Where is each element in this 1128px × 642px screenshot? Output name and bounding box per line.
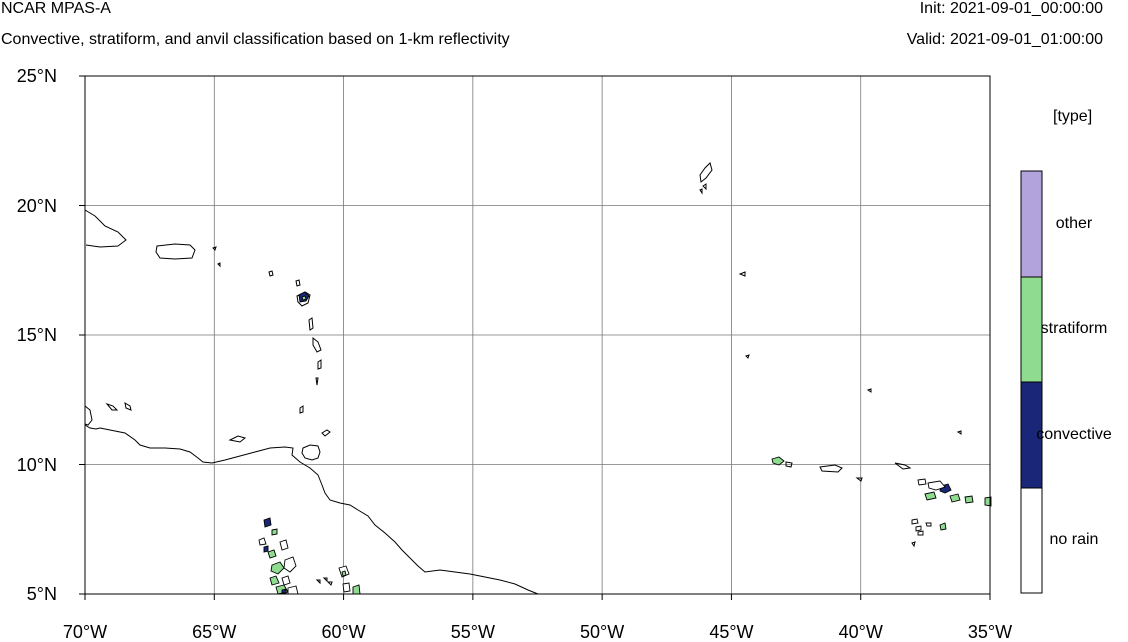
map-gridlines [85, 76, 990, 594]
map-ticks [79, 75, 991, 600]
coastline-hispaniola [84, 209, 127, 248]
precip-cell-other [258, 537, 267, 546]
precip-cell-convective [263, 517, 272, 528]
lat-tick-label: 15°N [16, 325, 57, 345]
legend-label-convective: convective [1036, 426, 1112, 443]
legend-title: [type] [1053, 108, 1093, 125]
precip-cell-stratiform [267, 549, 277, 559]
precip-cell-other [287, 585, 299, 595]
precip-cell-other [917, 478, 927, 486]
lat-tick-label: 10°N [16, 454, 57, 475]
precip-cell-stratiform [341, 570, 347, 577]
lon-tick-label: 50°W [580, 622, 625, 642]
precip-cell-stratiform [964, 495, 974, 504]
precip-cell-other [917, 530, 924, 536]
precip-cell-stratiform [924, 491, 937, 501]
lon-tick-label: 60°W [321, 622, 366, 642]
legend-colorbar [1020, 170, 1043, 594]
precip-cell-other [925, 522, 932, 527]
coastline-south-america [84, 424, 539, 595]
chart-title: NCAR MPAS-A [1, 0, 111, 17]
precip-cell-stratiform [301, 295, 307, 301]
precip-cell-other [927, 480, 946, 491]
precip-cell-stratiform [270, 561, 285, 575]
lon-tick-label: 55°W [450, 622, 495, 642]
legend-label-stratiform: stratiform [1040, 320, 1108, 337]
precip-cell-other [283, 556, 297, 573]
lon-tick-label: 45°W [709, 622, 754, 642]
lat-tick-label: 20°N [16, 195, 57, 216]
precip-cell-convective [281, 588, 287, 594]
lon-tick-label: 35°W [967, 622, 1013, 642]
precip-cell-other [281, 575, 291, 586]
island-puerto-rico [155, 243, 196, 260]
precip-cell-stratiform [352, 584, 361, 595]
precip-cell-other [915, 525, 922, 532]
precip-cell-stratiform [949, 493, 961, 503]
init-time: Init: 2021-09-01_00:00:00 [919, 0, 1103, 17]
precip-cells [258, 291, 992, 595]
precip-cell-stratiform [771, 456, 785, 466]
precip-cell-convective [263, 545, 269, 553]
lon-tick-label: 65°W [192, 622, 237, 642]
legend-swatch-no-rain [1020, 487, 1043, 594]
precip-cell-stratiform [269, 575, 280, 586]
coastlines [84, 162, 962, 595]
island-trinidad [301, 444, 321, 461]
lon-tick-label: 70°W [62, 622, 108, 642]
lat-tick-label: 5°N [26, 584, 57, 604]
precip-cell-other [911, 518, 919, 525]
precip-cell-other [342, 582, 351, 593]
legend-label-other: other [1055, 215, 1093, 232]
precip-cell-stratiform [939, 522, 947, 531]
chart-subtitle: Convective, stratiform, and anvil classi… [1, 31, 510, 48]
precip-cell-other [279, 539, 289, 551]
valid-time: Valid: 2021-09-01_01:00:00 [906, 31, 1103, 48]
precip-cell-stratiform [271, 528, 278, 536]
lat-tick-label: 25°N [16, 66, 57, 86]
legend-label-no-rain: no rain [1049, 531, 1099, 548]
lon-tick-label: 40°W [838, 622, 883, 642]
